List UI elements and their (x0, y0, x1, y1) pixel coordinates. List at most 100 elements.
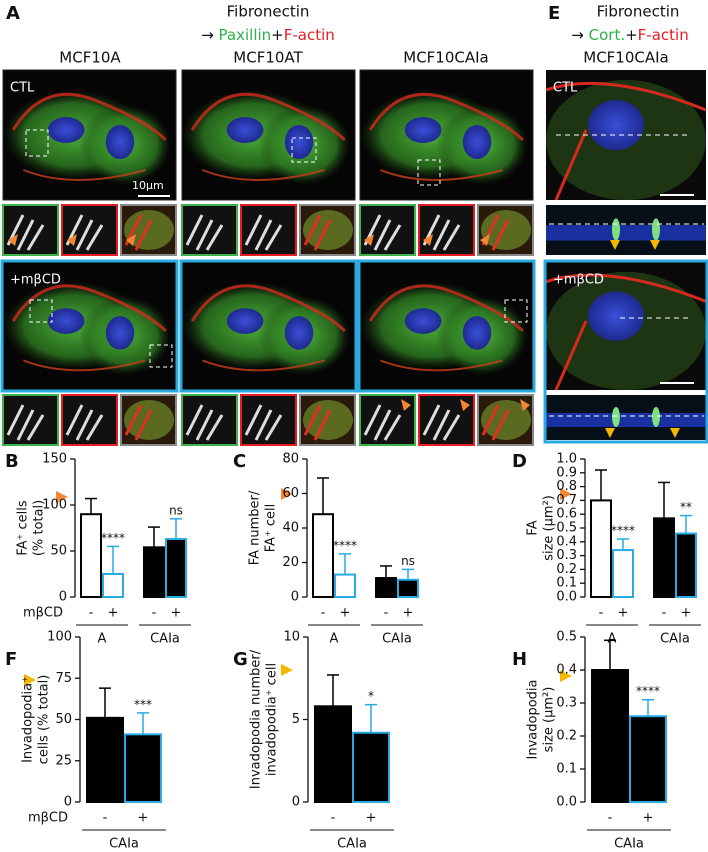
bar (591, 669, 629, 803)
chart: F Invadopodia⁺ cells (% total) 0 25 50 75 100 - *… (5, 630, 166, 852)
group-label: CAIa (660, 632, 690, 647)
bar (312, 513, 334, 599)
y-tick-label: 50 (55, 712, 72, 727)
y-tick-label: 0 (59, 590, 67, 605)
y-tick-label: 0.0 (556, 795, 577, 810)
x-tick-label: + (643, 811, 654, 826)
marker (281, 488, 293, 500)
stain: Cort. (589, 26, 625, 44)
y-tick-label: 0.5 (556, 630, 577, 645)
column-header: MCF10AT (233, 49, 303, 67)
panel-letter: E (548, 3, 560, 24)
row-label: +mβCD (10, 273, 61, 288)
y-tick-label: 0.0 (556, 590, 577, 605)
row-label: +mβCD (553, 273, 604, 288)
y-axis-label: FA⁺ cell (264, 504, 279, 553)
y-axis-label: Invadopodia (526, 680, 541, 760)
panel-letter: D (512, 451, 527, 472)
significance: * (368, 689, 374, 703)
y-tick-label: 60 (282, 486, 299, 501)
y-axis-label: Invadopodia⁺ (21, 676, 36, 763)
bar (143, 546, 165, 599)
significance: **** (636, 684, 660, 698)
arrow: → (571, 26, 584, 44)
stain: F-actin (284, 26, 335, 44)
x-tick-label: + (138, 811, 149, 826)
y-tick-label: 50 (50, 544, 67, 559)
group-label: CAIa (150, 632, 180, 647)
treatment-label: mβCD (28, 811, 68, 826)
y-tick-label: 1.0 (556, 452, 577, 467)
significance: **** (101, 531, 125, 545)
y-tick-label: 0 (64, 795, 72, 810)
bar (653, 517, 675, 599)
y-tick-label: 0.2 (556, 729, 577, 744)
y-tick-label: 75 (55, 671, 72, 686)
bar (612, 549, 634, 599)
bar (352, 731, 390, 804)
significance: ns (169, 503, 183, 517)
y-tick-label: 80 (282, 452, 299, 467)
bar (629, 715, 667, 804)
panel-letter: B (5, 451, 19, 472)
marker (24, 674, 36, 686)
y-tick-label: 5 (292, 712, 300, 727)
y-tick-label: 0 (291, 590, 299, 605)
y-tick-label: 0 (292, 795, 300, 810)
y-tick-label: 10 (283, 630, 300, 645)
y-axis-label: FA number/ (248, 490, 263, 565)
heading: Fibronectin (227, 3, 310, 21)
marker (281, 664, 293, 676)
group-label: CAIa (109, 837, 139, 852)
bar (102, 573, 124, 598)
group-label: CAIa (337, 837, 367, 852)
bar (590, 499, 612, 598)
scale-label: 10μm (132, 179, 164, 192)
column-header: MCF10A (59, 49, 121, 67)
group-label: A (330, 632, 339, 647)
y-tick-label: 0.4 (556, 534, 577, 549)
x-tick-label: + (403, 606, 414, 621)
arrow: → (201, 26, 214, 44)
x-tick-label: + (108, 606, 119, 621)
significance: ** (680, 500, 692, 514)
y-tick-label: 40 (282, 521, 299, 536)
y-tick-label: 0.6 (556, 507, 577, 522)
marker (56, 491, 68, 503)
y-tick-label: 0.2 (556, 562, 577, 577)
image-e (543, 70, 708, 444)
stain-line: → Paxillin+F-actin (201, 26, 335, 44)
marker (560, 670, 572, 682)
y-tick-label: 20 (282, 555, 299, 570)
chart: G Invadopodia number/invadopodia⁺ cell 0 5 1… (233, 630, 394, 852)
x-tick-label: + (366, 811, 377, 826)
x-tick-label: - (384, 606, 389, 621)
heading: Fibronectin (597, 3, 680, 21)
y-tick-label: 100 (42, 498, 67, 513)
y-tick-label: 150 (42, 452, 67, 467)
y-tick-label: 0.3 (556, 696, 577, 711)
significance: *** (134, 697, 152, 711)
stain: F-actin (638, 26, 689, 44)
marker (560, 488, 572, 500)
x-tick-label: - (321, 606, 326, 621)
bar (314, 705, 352, 803)
y-axis-label: size (μm²) (542, 495, 557, 561)
significance: **** (333, 538, 357, 552)
x-tick-label: + (171, 606, 182, 621)
x-tick-label: - (599, 606, 604, 621)
chart: DFA size (μm²)0.00.10.20.30.40.50.60.70.8… (512, 451, 701, 647)
treatment-label: mβCD (23, 606, 63, 621)
group-label: CAIa (382, 632, 412, 647)
stain: Paxillin (219, 26, 272, 44)
y-axis-label: cells (% total) (37, 675, 52, 765)
y-axis-label: (% total) (32, 500, 47, 556)
panel-letter: A (6, 3, 20, 24)
x-tick-label: - (608, 811, 613, 826)
x-tick-label: + (340, 606, 351, 621)
y-axis-label: invadopodia⁺ cell (265, 663, 280, 776)
x-tick-label: - (662, 606, 667, 621)
